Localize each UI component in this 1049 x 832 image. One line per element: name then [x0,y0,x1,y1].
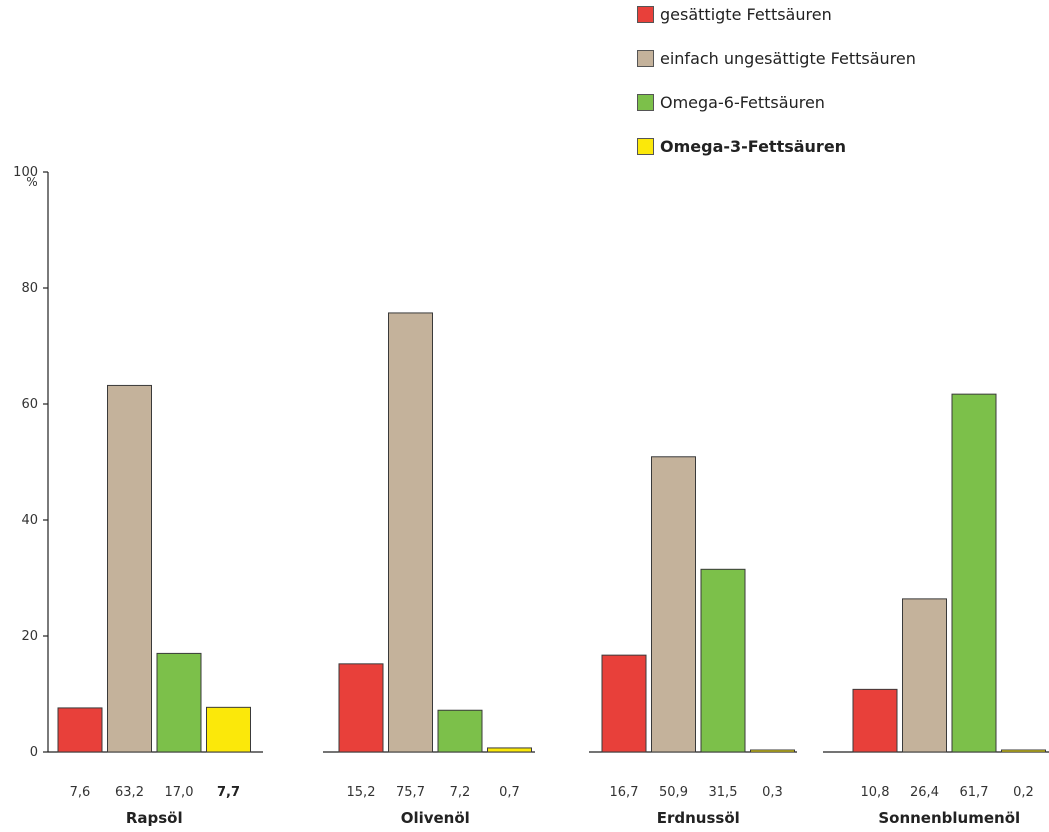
y-tick-label: 100 [13,165,38,180]
data-label: 26,4 [910,785,939,800]
y-tick-label: 80 [21,281,38,296]
legend-swatch [637,5,654,23]
data-label: 17,0 [165,785,194,800]
data-label: 61,7 [960,785,989,800]
bar [388,312,433,753]
bar [437,709,483,753]
data-label: 7,6 [70,785,91,800]
y-tick-label: 0 [30,745,38,760]
legend-item: gesättigte Fettsäuren [637,0,916,36]
data-label: 7,7 [217,785,240,800]
data-label: 63,2 [115,785,144,800]
legend-label: einfach ungesättigte Fettsäuren [660,48,916,68]
bar [951,393,997,753]
data-label: 16,7 [610,785,639,800]
bar [902,598,947,753]
bar [107,384,152,753]
y-tick-label: 60 [21,397,38,412]
legend-label: gesättigte Fettsäuren [660,4,832,24]
legend-item: Omega-6-Fettsäuren [637,80,916,124]
category-label: Olivenöl [401,809,470,827]
category-label: Sonnenblumenöl [878,809,1020,827]
legend-item: Omega-3-Fettsäuren [637,124,916,168]
data-label: 7,2 [450,785,471,800]
bar [338,663,384,753]
data-label: 0,2 [1013,785,1034,800]
data-label: 10,8 [861,785,890,800]
legend-swatch [637,93,654,111]
bar [57,707,103,753]
legend: gesättigte Fettsäuren einfach ungesättigt… [637,0,916,168]
data-label: 15,2 [347,785,376,800]
bar [601,654,647,753]
bar [750,749,795,753]
legend-swatch [637,49,654,67]
data-label: 75,7 [396,785,425,800]
data-label: 0,7 [499,785,520,800]
y-tick-label: 40 [21,513,38,528]
category-label: Erdnussöl [657,809,740,827]
bar [1001,749,1046,753]
bar [156,652,202,753]
y-tick-label: 20 [21,629,38,644]
legend-swatch [637,137,654,155]
data-label: 0,3 [762,785,783,800]
bar [651,456,696,753]
legend-label: Omega-3-Fettsäuren [660,136,847,156]
bar [206,706,251,753]
legend-item: einfach ungesättigte Fettsäuren [637,36,916,80]
category-label: Rapsöl [126,809,183,827]
legend-label: Omega-6-Fettsäuren [660,92,825,112]
data-label: 31,5 [709,785,738,800]
data-label: 50,9 [659,785,688,800]
bar [852,688,898,753]
y-axis-unit: % [26,175,37,189]
bar [487,747,532,753]
bar [700,568,746,753]
